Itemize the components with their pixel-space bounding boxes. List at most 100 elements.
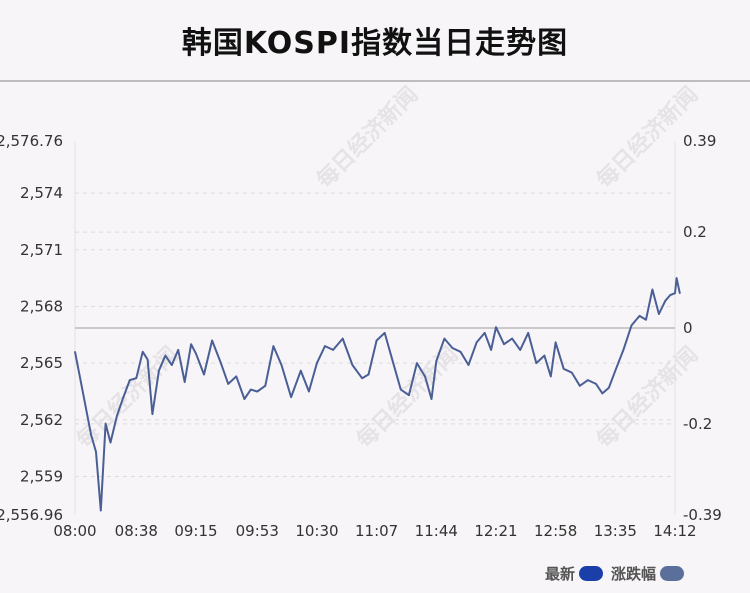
data-point — [443, 337, 446, 340]
y-left-tick-label: 2,559 — [20, 467, 63, 485]
data-point — [82, 392, 84, 395]
data-point — [562, 368, 565, 370]
data-point — [227, 383, 230, 385]
y-right-tick-label: -0.39 — [683, 506, 722, 524]
data-point — [203, 373, 205, 376]
y-left-tick-label: 2,568 — [20, 297, 63, 315]
x-tick-label: 13:35 — [594, 522, 637, 540]
data-point — [146, 358, 149, 361]
legend-item-change[interactable]: 涨跌幅 — [611, 563, 684, 584]
data-point — [679, 292, 681, 295]
data-point — [109, 441, 112, 444]
data-point — [527, 332, 530, 334]
data-point — [95, 451, 97, 453]
legend-item-latest[interactable]: 最新 — [545, 563, 603, 584]
data-point — [658, 313, 660, 315]
y-left-tick-label: 2,565 — [20, 354, 63, 372]
data-point — [308, 390, 310, 393]
data-point — [475, 341, 478, 344]
data-point — [601, 392, 604, 395]
data-point — [570, 371, 573, 374]
data-point — [90, 434, 92, 436]
data-point — [595, 383, 597, 385]
data-point — [424, 375, 426, 378]
data-point — [383, 332, 386, 334]
data-point — [608, 386, 610, 389]
data-point — [190, 343, 192, 346]
legend-label-latest: 最新 — [544, 565, 575, 583]
x-tick-label: 11:07 — [355, 522, 398, 540]
y-right-tick-label: 0 — [683, 319, 693, 337]
data-point — [177, 349, 180, 351]
data-point — [100, 509, 102, 512]
data-point — [164, 354, 167, 357]
data-point — [550, 375, 552, 378]
data-point — [367, 373, 370, 376]
data-point — [664, 300, 667, 302]
data-point — [674, 292, 676, 295]
data-point — [435, 360, 438, 363]
data-point — [300, 369, 302, 372]
y-left-tick-label: 2,562 — [20, 411, 63, 429]
data-point — [579, 385, 581, 387]
x-tick-label: 09:53 — [236, 522, 279, 540]
data-point — [511, 337, 513, 340]
data-point — [459, 351, 462, 353]
data-point — [195, 352, 197, 355]
data-point — [408, 394, 410, 397]
y-left-tick-label: 2,556.96 — [0, 506, 63, 524]
x-tick-label: 11:44 — [415, 522, 458, 540]
data-point — [675, 277, 678, 279]
data-point — [483, 332, 486, 334]
legend-swatch-latest — [578, 566, 603, 581]
y-left-tick-label: 2,571 — [20, 241, 63, 259]
title-divider — [0, 80, 750, 82]
y-left-tick-label: 2,576.76 — [0, 132, 63, 150]
data-point — [587, 379, 589, 381]
data-point — [141, 351, 144, 353]
data-point — [290, 396, 292, 398]
data-point — [129, 379, 131, 381]
legend: 最新 涨跌幅 — [545, 563, 684, 584]
data-point — [351, 364, 354, 366]
data-point — [116, 415, 118, 417]
data-point — [243, 398, 246, 400]
data-point — [651, 288, 654, 291]
data-point — [332, 349, 334, 351]
legend-label-change: 涨跌幅 — [610, 565, 656, 583]
data-point — [503, 343, 505, 346]
x-tick-label: 14:12 — [653, 522, 696, 540]
data-point — [341, 337, 344, 340]
x-tick-label: 08:00 — [53, 522, 96, 540]
data-point — [630, 324, 633, 327]
data-point — [645, 318, 647, 321]
data-point — [543, 354, 546, 357]
data-point — [158, 369, 160, 372]
legend-swatch-change — [660, 566, 684, 581]
data-point — [250, 388, 252, 391]
data-point — [554, 341, 557, 344]
data-point — [183, 381, 186, 383]
data-point — [535, 362, 538, 364]
data-point — [211, 339, 213, 342]
data-point — [122, 396, 125, 398]
data-point — [170, 364, 173, 366]
x-tick-label: 12:58 — [534, 522, 577, 540]
x-tick-label: 12:21 — [474, 522, 517, 540]
data-point — [135, 377, 138, 380]
data-point — [324, 345, 326, 347]
y-right-tick-label: 0.39 — [683, 132, 716, 150]
data-point — [519, 349, 521, 351]
data-point — [430, 398, 433, 400]
data-point — [151, 413, 154, 415]
index-series-line — [74, 277, 681, 512]
data-point — [391, 360, 394, 363]
data-point — [400, 388, 402, 391]
x-tick-label: 10:30 — [295, 522, 338, 540]
data-point — [219, 360, 221, 363]
data-point — [235, 375, 238, 378]
data-point — [490, 349, 492, 351]
data-point — [256, 390, 259, 393]
data-point — [375, 339, 378, 342]
y-right-tick-label: 0.2 — [683, 223, 707, 241]
